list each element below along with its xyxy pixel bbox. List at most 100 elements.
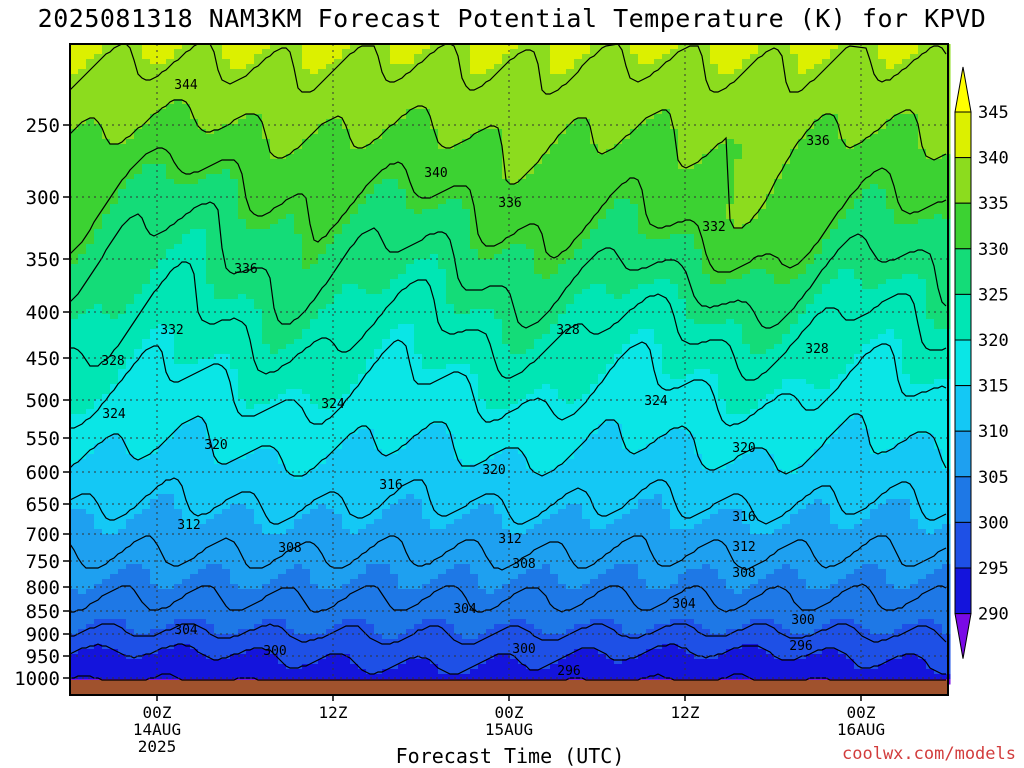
field-cell: [470, 239, 479, 245]
field-cell: [934, 204, 943, 210]
field-cell: [638, 204, 647, 210]
field-cell: [182, 254, 191, 260]
field-cell: [934, 209, 943, 215]
field-cell: [342, 134, 351, 140]
field-cell: [518, 149, 527, 155]
field-cell: [590, 144, 599, 150]
field-cell: [222, 234, 231, 240]
field-cell: [638, 44, 647, 50]
field-cell: [894, 239, 903, 245]
field-cell: [438, 254, 447, 260]
field-cell: [270, 249, 279, 255]
field-cell: [526, 199, 535, 205]
field-cell: [542, 189, 551, 195]
field-cell: [78, 199, 87, 205]
field-cell: [494, 99, 503, 105]
field-cell: [126, 229, 135, 235]
field-cell: [166, 149, 175, 155]
field-cell: [918, 79, 927, 85]
field-cell: [526, 84, 535, 90]
field-cell: [902, 264, 911, 270]
field-cell: [518, 89, 527, 95]
field-cell: [838, 239, 847, 245]
field-cell: [486, 149, 495, 155]
field-cell: [102, 109, 111, 115]
field-cell: [550, 99, 559, 105]
field-cell: [454, 179, 463, 185]
field-cell: [102, 124, 111, 130]
field-cell: [214, 174, 223, 180]
field-cell: [318, 64, 327, 70]
field-cell: [294, 59, 303, 65]
field-cell: [430, 194, 439, 200]
field-cell: [742, 69, 751, 75]
field-cell: [750, 119, 759, 125]
field-cell: [422, 269, 431, 275]
field-cell: [118, 219, 127, 225]
field-cell: [542, 154, 551, 160]
field-cell: [766, 44, 775, 50]
field-cell: [750, 224, 759, 230]
field-cell: [774, 214, 783, 220]
field-cell: [438, 114, 447, 120]
field-cell: [710, 204, 719, 210]
field-cell: [502, 214, 511, 220]
field-cell: [118, 169, 127, 175]
field-cell: [478, 64, 487, 70]
field-cell: [742, 149, 751, 155]
field-cell: [910, 84, 919, 90]
field-cell: [286, 244, 295, 250]
field-cell: [934, 104, 943, 110]
field-cell: [942, 229, 951, 235]
field-cell: [926, 244, 935, 250]
field-cell: [846, 144, 855, 150]
field-cell: [662, 199, 671, 205]
field-cell: [270, 144, 279, 150]
field-cell: [870, 99, 879, 105]
field-cell: [918, 59, 927, 65]
field-cell: [422, 229, 431, 235]
field-cell: [278, 84, 287, 90]
field-cell: [126, 99, 135, 105]
field-cell: [606, 264, 615, 270]
field-cell: [758, 124, 767, 130]
field-cell: [94, 114, 103, 120]
field-cell: [926, 124, 935, 130]
field-cell: [446, 259, 455, 265]
field-cell: [582, 89, 591, 95]
field-cell: [278, 79, 287, 85]
field-cell: [206, 64, 215, 70]
field-cell: [494, 264, 503, 270]
field-cell: [590, 169, 599, 175]
field-cell: [662, 84, 671, 90]
field-cell: [94, 174, 103, 180]
field-cell: [886, 204, 895, 210]
field-cell: [902, 234, 911, 240]
field-cell: [374, 174, 383, 180]
field-cell: [86, 209, 95, 215]
field-cell: [238, 94, 247, 100]
field-cell: [790, 214, 799, 220]
field-cell: [206, 119, 215, 125]
field-cell: [342, 119, 351, 125]
field-cell: [526, 224, 535, 230]
field-cell: [766, 204, 775, 210]
field-cell: [502, 139, 511, 145]
field-cell: [198, 154, 207, 160]
field-cell: [326, 84, 335, 90]
field-cell: [566, 154, 575, 160]
field-cell: [94, 219, 103, 225]
field-cell: [502, 44, 511, 50]
field-cell: [230, 244, 239, 250]
field-cell: [326, 169, 335, 175]
field-cell: [750, 84, 759, 90]
field-cell: [438, 264, 447, 270]
field-cell: [246, 244, 255, 250]
field-cell: [678, 54, 687, 60]
field-cell: [630, 64, 639, 70]
field-cell: [294, 104, 303, 110]
field-cell: [406, 94, 415, 100]
field-cell: [478, 249, 487, 255]
field-cell: [198, 169, 207, 175]
field-cell: [926, 254, 935, 260]
